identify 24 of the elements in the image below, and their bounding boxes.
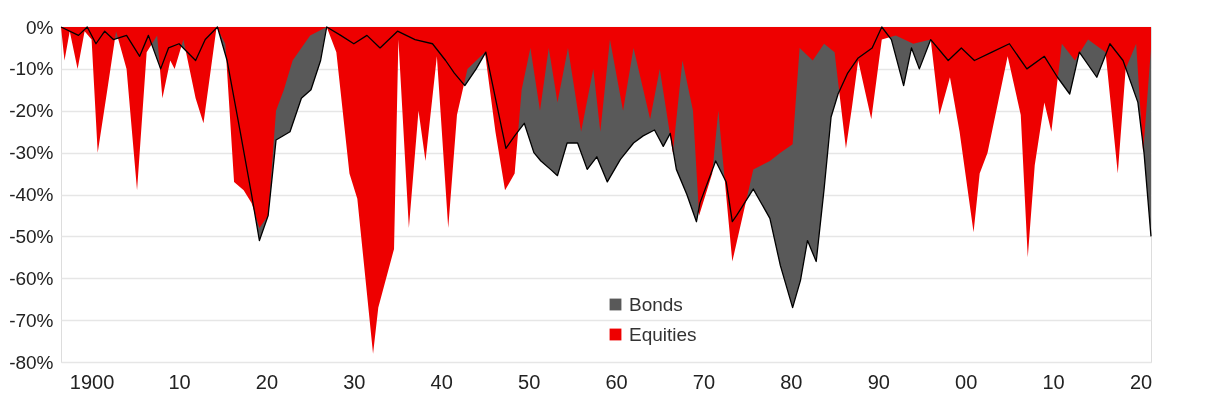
x-tick-label: 20 — [255, 370, 279, 393]
legend-label: Equities — [629, 323, 697, 345]
y-tick-label: -40% — [9, 184, 54, 205]
y-tick-label: -80% — [9, 351, 54, 373]
y-tick-label: -50% — [9, 225, 54, 247]
y-tick-label: -60% — [9, 267, 54, 289]
x-tick-label: 10 — [1042, 370, 1065, 393]
y-tick-label: -10% — [9, 58, 54, 80]
x-tick-label: 90 — [867, 370, 890, 393]
x-tick-label: 70 — [692, 370, 716, 393]
x-tick-label: 20 — [1129, 370, 1153, 393]
x-tick-label: 00 — [955, 370, 978, 393]
y-tick-label: -20% — [9, 100, 54, 122]
x-tick-label: 40 — [430, 370, 453, 393]
legend-label: Bonds — [629, 293, 683, 315]
x-tick-label: 1900 — [69, 370, 115, 393]
x-tick-label: 80 — [780, 370, 803, 393]
x-tick-label: 10 — [168, 370, 191, 393]
x-tick-label: 30 — [343, 370, 366, 393]
y-tick-label: -30% — [9, 142, 54, 164]
y-tick-label: -70% — [9, 309, 54, 331]
x-tick-label: 60 — [605, 370, 628, 393]
y-tick-label: 0% — [26, 16, 54, 38]
x-tick-label: 50 — [518, 370, 541, 393]
